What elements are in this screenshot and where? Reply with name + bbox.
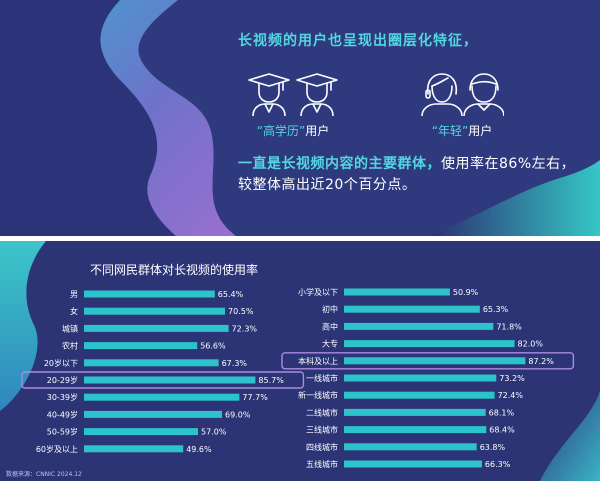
bar: [84, 290, 215, 298]
insight-panel: 长视频的用户也呈现出圈层化特征， “高学历”用户: [0, 0, 600, 236]
persona-highlight: 高学历: [262, 124, 299, 138]
decorative-wave: [0, 0, 600, 236]
chart-title: 不同网民群体对长视频的使用率: [90, 263, 259, 277]
category-label: 本科及以上: [298, 356, 338, 366]
category-label: 一线城市: [306, 373, 338, 383]
value-label: 72.4%: [498, 391, 524, 400]
persona-label-educated: “高学历”用户: [238, 122, 348, 139]
bar: [84, 324, 229, 332]
value-label: 68.1%: [489, 408, 515, 417]
value-label: 73.2%: [499, 374, 525, 383]
value-label: 82.0%: [518, 340, 544, 349]
bar: [84, 410, 222, 418]
bar: [344, 460, 482, 468]
persona-young: “年轻”用户: [412, 72, 512, 139]
category-label: 农村: [62, 341, 78, 351]
value-label: 87.2%: [528, 357, 554, 366]
value-label: 72.3%: [232, 324, 258, 333]
value-label: 65.3%: [483, 305, 509, 314]
highlight-frame: [281, 352, 575, 370]
value-label: 50.9%: [453, 288, 479, 297]
category-label: 30-39岁: [47, 392, 78, 402]
bar: [344, 426, 487, 434]
category-label: 60岁及以上: [36, 444, 78, 454]
persona-quote-open: “: [431, 124, 438, 138]
bar: [84, 359, 219, 367]
decorative-wave: [0, 241, 600, 481]
persona-highlight: 年轻: [437, 124, 462, 138]
category-label: 五线城市: [306, 459, 338, 469]
value-label: 67.3%: [222, 359, 248, 368]
bar: [344, 288, 450, 296]
summary-text: 一直是长视频内容的主要群体，使用率在86%左右，较整体高出近20个百分点。: [238, 154, 583, 196]
category-label: 二线城市: [306, 407, 338, 417]
persona-quote-close: ”: [299, 124, 306, 138]
bar: [84, 428, 198, 436]
summary-rest: 使用率在86%左右，较整体高出近20个百分点。: [238, 156, 576, 193]
bar: [84, 342, 198, 350]
young-people-icon: [421, 73, 504, 116]
value-label: 57.0%: [201, 428, 227, 437]
category-label: 20岁以下: [44, 358, 78, 368]
highlight-frame: [21, 371, 305, 389]
bar: [344, 374, 497, 382]
value-label: 70.5%: [228, 307, 254, 316]
value-label: 71.8%: [496, 322, 522, 331]
bar: [84, 307, 225, 315]
value-label: 69.0%: [225, 410, 251, 419]
chart-panel: 不同网民群体对长视频的使用率 男 65.4% 女 70.5% 城镇 72.3% 农村 56.6…: [0, 241, 600, 481]
bar: [344, 408, 486, 416]
value-label: 63.8%: [480, 443, 506, 452]
value-label: 68.4%: [489, 426, 515, 435]
summary-highlight: 一直是长视频内容的主要群体，: [238, 156, 441, 172]
category-label: 新一线城市: [298, 390, 338, 400]
value-label: 66.3%: [485, 460, 511, 469]
persona-label-young: “年轻”用户: [412, 122, 512, 139]
value-label: 65.4%: [218, 290, 244, 299]
section-divider: [0, 236, 600, 241]
category-label: 女: [70, 306, 78, 316]
persona-suffix: 用户: [305, 124, 330, 138]
category-label: 城镇: [62, 323, 78, 333]
headline: 长视频的用户也呈现出圈层化特征，: [238, 33, 478, 49]
persona-quote-open: “: [256, 124, 263, 138]
value-label: 85.7%: [258, 376, 284, 385]
bar: [344, 443, 477, 451]
persona-suffix: 用户: [468, 124, 493, 138]
bar: [84, 445, 184, 453]
category-label: 初中: [322, 304, 338, 314]
value-label: 56.6%: [200, 342, 226, 351]
category-label: 高中: [322, 321, 338, 331]
bar: [84, 376, 256, 384]
category-label: 四线城市: [306, 442, 338, 452]
category-label: 男: [70, 290, 78, 299]
bar-charts: 男 65.4% 女 70.5% 城镇 72.3% 农村 56.6% 20岁以下 67.3% 20-2…: [21, 287, 575, 469]
bar: [84, 393, 240, 401]
category-label: 三线城市: [306, 425, 338, 435]
bar: [344, 391, 495, 399]
source-note: 数据来源：CNNIC 2024.12: [6, 471, 82, 478]
category-label: 小学及以下: [298, 287, 338, 297]
persona-quote-close: ”: [462, 124, 469, 138]
persona-educated: “高学历”用户: [238, 72, 348, 139]
category-label: 20-29岁: [47, 375, 78, 385]
category-label: 大专: [322, 339, 338, 349]
category-label: 40-49岁: [47, 409, 78, 419]
bar: [344, 305, 480, 313]
bar: [344, 340, 515, 348]
bar: [344, 357, 526, 365]
value-label: 77.7%: [242, 393, 268, 402]
graduate-icon: [248, 73, 338, 116]
bar: [344, 322, 494, 330]
value-label: 49.6%: [186, 445, 212, 454]
category-label: 50-59岁: [47, 427, 78, 437]
